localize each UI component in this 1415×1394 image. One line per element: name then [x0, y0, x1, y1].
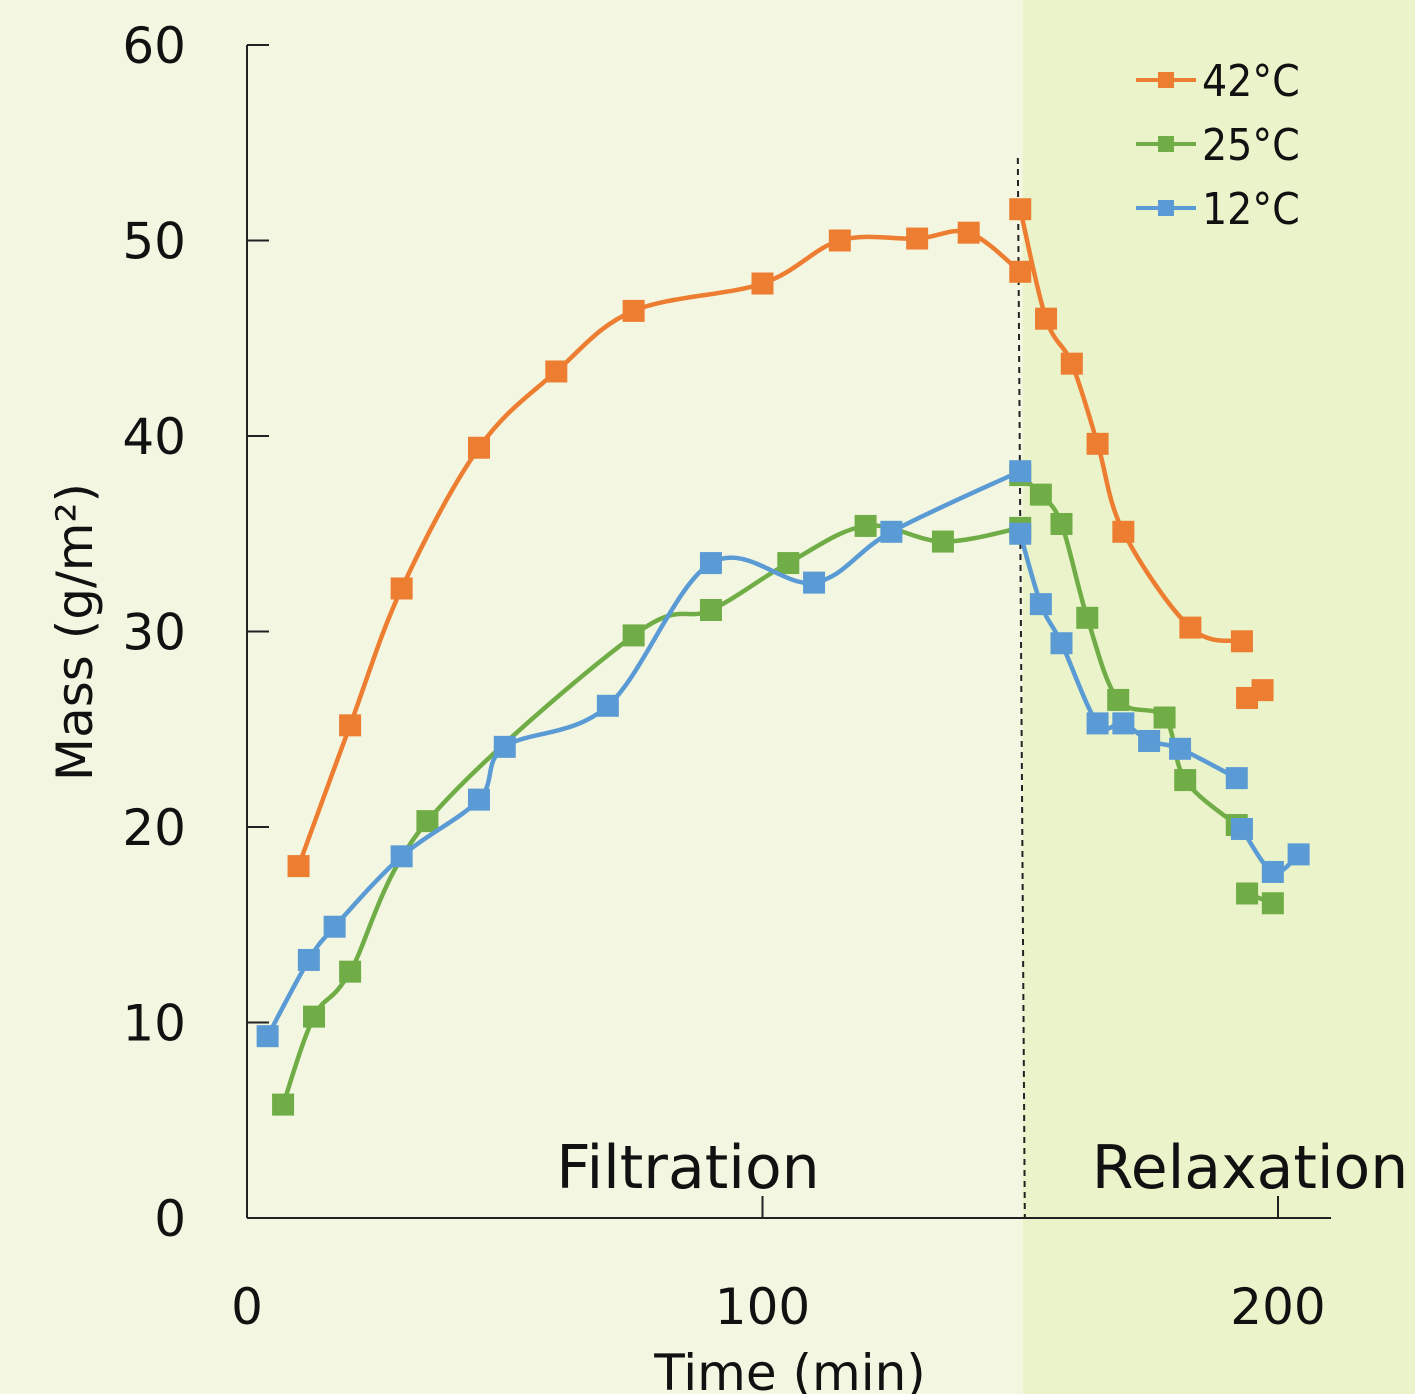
data-point [1169, 737, 1192, 760]
data-point [467, 436, 490, 459]
series [256, 198, 1310, 1116]
x-tick-label: 0 [231, 1278, 263, 1336]
data-point [303, 1005, 326, 1028]
legend-label: 12°C [1202, 184, 1300, 235]
data-point [323, 915, 346, 938]
data-point [957, 221, 980, 244]
data-point [1050, 512, 1073, 535]
region-label-filtration: Filtration [556, 1133, 819, 1203]
data-point [699, 598, 722, 621]
region-background-relaxation [1022, 0, 1415, 1394]
data-point [1060, 352, 1083, 375]
region-label-relaxation: Relaxation [1092, 1133, 1409, 1203]
y-ticks: 0 10 20 30 40 50 60 [122, 17, 269, 1248]
data-point [622, 624, 645, 647]
data-point [272, 1093, 295, 1116]
data-point [777, 552, 800, 575]
region-background-filtration [0, 0, 1023, 1394]
data-point [390, 577, 413, 600]
data-point [1153, 706, 1176, 729]
data-point [339, 714, 362, 737]
data-point [1009, 522, 1032, 545]
data-point [297, 948, 320, 971]
y-tick-label: 0 [154, 1190, 186, 1248]
data-point [1236, 882, 1259, 905]
series-12°C [256, 460, 1310, 1048]
y-axis-title: Mass (g/m²) [46, 483, 104, 781]
y-tick-label: 60 [122, 17, 186, 75]
legend-label: 42°C [1202, 56, 1300, 107]
phase-divider-line [1016, 157, 1026, 1219]
data-point [931, 530, 954, 553]
data-point [1086, 432, 1109, 455]
data-point [1230, 630, 1253, 653]
data-point [1112, 712, 1135, 735]
data-point [339, 960, 362, 983]
data-point [493, 735, 516, 758]
data-point [416, 810, 439, 833]
data-point [1050, 632, 1073, 655]
legend-marker [1158, 200, 1174, 216]
legend-marker [1158, 72, 1174, 88]
data-point [1179, 616, 1202, 639]
y-tick-label: 40 [122, 408, 186, 466]
y-tick-label: 30 [122, 604, 186, 662]
data-point [390, 845, 413, 868]
data-point [699, 552, 722, 575]
y-tick-label: 50 [122, 213, 186, 271]
data-point [906, 227, 929, 250]
data-point [1261, 860, 1284, 883]
data-point [467, 788, 490, 811]
data-point [1112, 520, 1135, 543]
x-ticks: 0 100 200 [231, 1196, 1326, 1336]
data-point [1251, 679, 1274, 702]
data-point [1138, 729, 1161, 752]
data-point [287, 855, 310, 878]
data-point [880, 520, 903, 543]
data-point [596, 694, 619, 717]
data-point [828, 229, 851, 252]
data-point [1287, 843, 1310, 866]
series-42°C [287, 198, 1274, 878]
data-point [1261, 892, 1284, 915]
data-point [1009, 260, 1032, 283]
data-point [1086, 712, 1109, 735]
legend-label: 25°C [1202, 120, 1300, 171]
x-tick-label: 100 [715, 1278, 810, 1336]
data-point [751, 272, 774, 295]
data-point [1107, 688, 1130, 711]
legend-marker [1158, 136, 1174, 152]
data-point [622, 299, 645, 322]
data-point [1174, 769, 1197, 792]
x-axis-title: Time (min) [653, 1344, 926, 1394]
data-point [256, 1025, 279, 1048]
data-point [854, 514, 877, 537]
data-point [1230, 817, 1253, 840]
x-tick-label: 200 [1230, 1278, 1325, 1336]
data-point [1029, 593, 1052, 616]
data-point [1225, 767, 1248, 790]
data-point [1076, 606, 1099, 629]
data-point [545, 360, 568, 383]
y-tick-label: 20 [122, 799, 186, 857]
data-point [1029, 483, 1052, 506]
legend: 42°C 25°C 12°C [1136, 56, 1300, 235]
y-tick-label: 10 [122, 995, 186, 1053]
data-point [1035, 307, 1058, 330]
data-point [1009, 460, 1032, 483]
data-point [1009, 198, 1032, 221]
data-point [803, 571, 826, 594]
